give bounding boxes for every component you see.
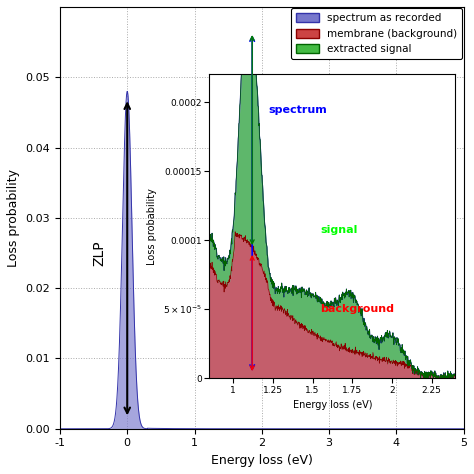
Y-axis label: Loss probability: Loss probability (7, 169, 20, 267)
Text: ZLP: ZLP (92, 240, 106, 266)
Legend: spectrum as recorded, membrane (background), extracted signal: spectrum as recorded, membrane (backgrou… (291, 8, 462, 59)
X-axis label: Energy loss (eV): Energy loss (eV) (211, 454, 313, 467)
